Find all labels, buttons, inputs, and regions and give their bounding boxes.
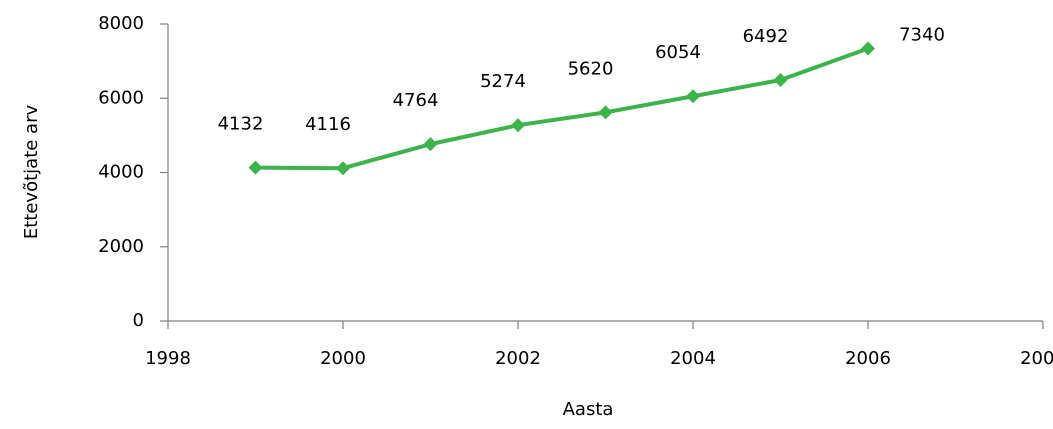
marker xyxy=(336,161,350,176)
marker xyxy=(686,89,700,104)
x-tick-label: 2008 xyxy=(1020,348,1053,369)
data-label: 6054 xyxy=(655,42,701,63)
marker xyxy=(861,41,875,56)
x-tick-label: 2006 xyxy=(845,348,891,369)
line xyxy=(255,46,869,171)
data-label: 4116 xyxy=(305,114,351,135)
x-axis-label: Aasta xyxy=(563,399,614,420)
marker xyxy=(511,118,525,133)
y-tick-label: 0 xyxy=(133,310,144,331)
x-tick-label: 1998 xyxy=(145,348,191,369)
y-axis-label: Ettevõtjate arv xyxy=(21,105,42,240)
y-tick-label: 8000 xyxy=(98,13,144,34)
y-tick-label: 2000 xyxy=(98,236,144,257)
data-label: 7340 xyxy=(899,25,945,46)
data-label: 4132 xyxy=(218,114,264,135)
x-tick-label: 2000 xyxy=(320,348,366,369)
marker xyxy=(773,72,788,87)
marker xyxy=(423,137,438,152)
y-tick-label: 4000 xyxy=(98,162,144,183)
data-label: 5274 xyxy=(480,71,526,92)
data-label: 6492 xyxy=(743,26,789,47)
y-tick-label: 6000 xyxy=(98,87,144,108)
x-tick-label: 2004 xyxy=(670,348,716,369)
data-label: 5620 xyxy=(568,58,614,79)
marker xyxy=(598,105,613,120)
x-tick-label: 2002 xyxy=(495,348,541,369)
data-label: 4764 xyxy=(393,90,439,111)
marker xyxy=(248,160,263,175)
